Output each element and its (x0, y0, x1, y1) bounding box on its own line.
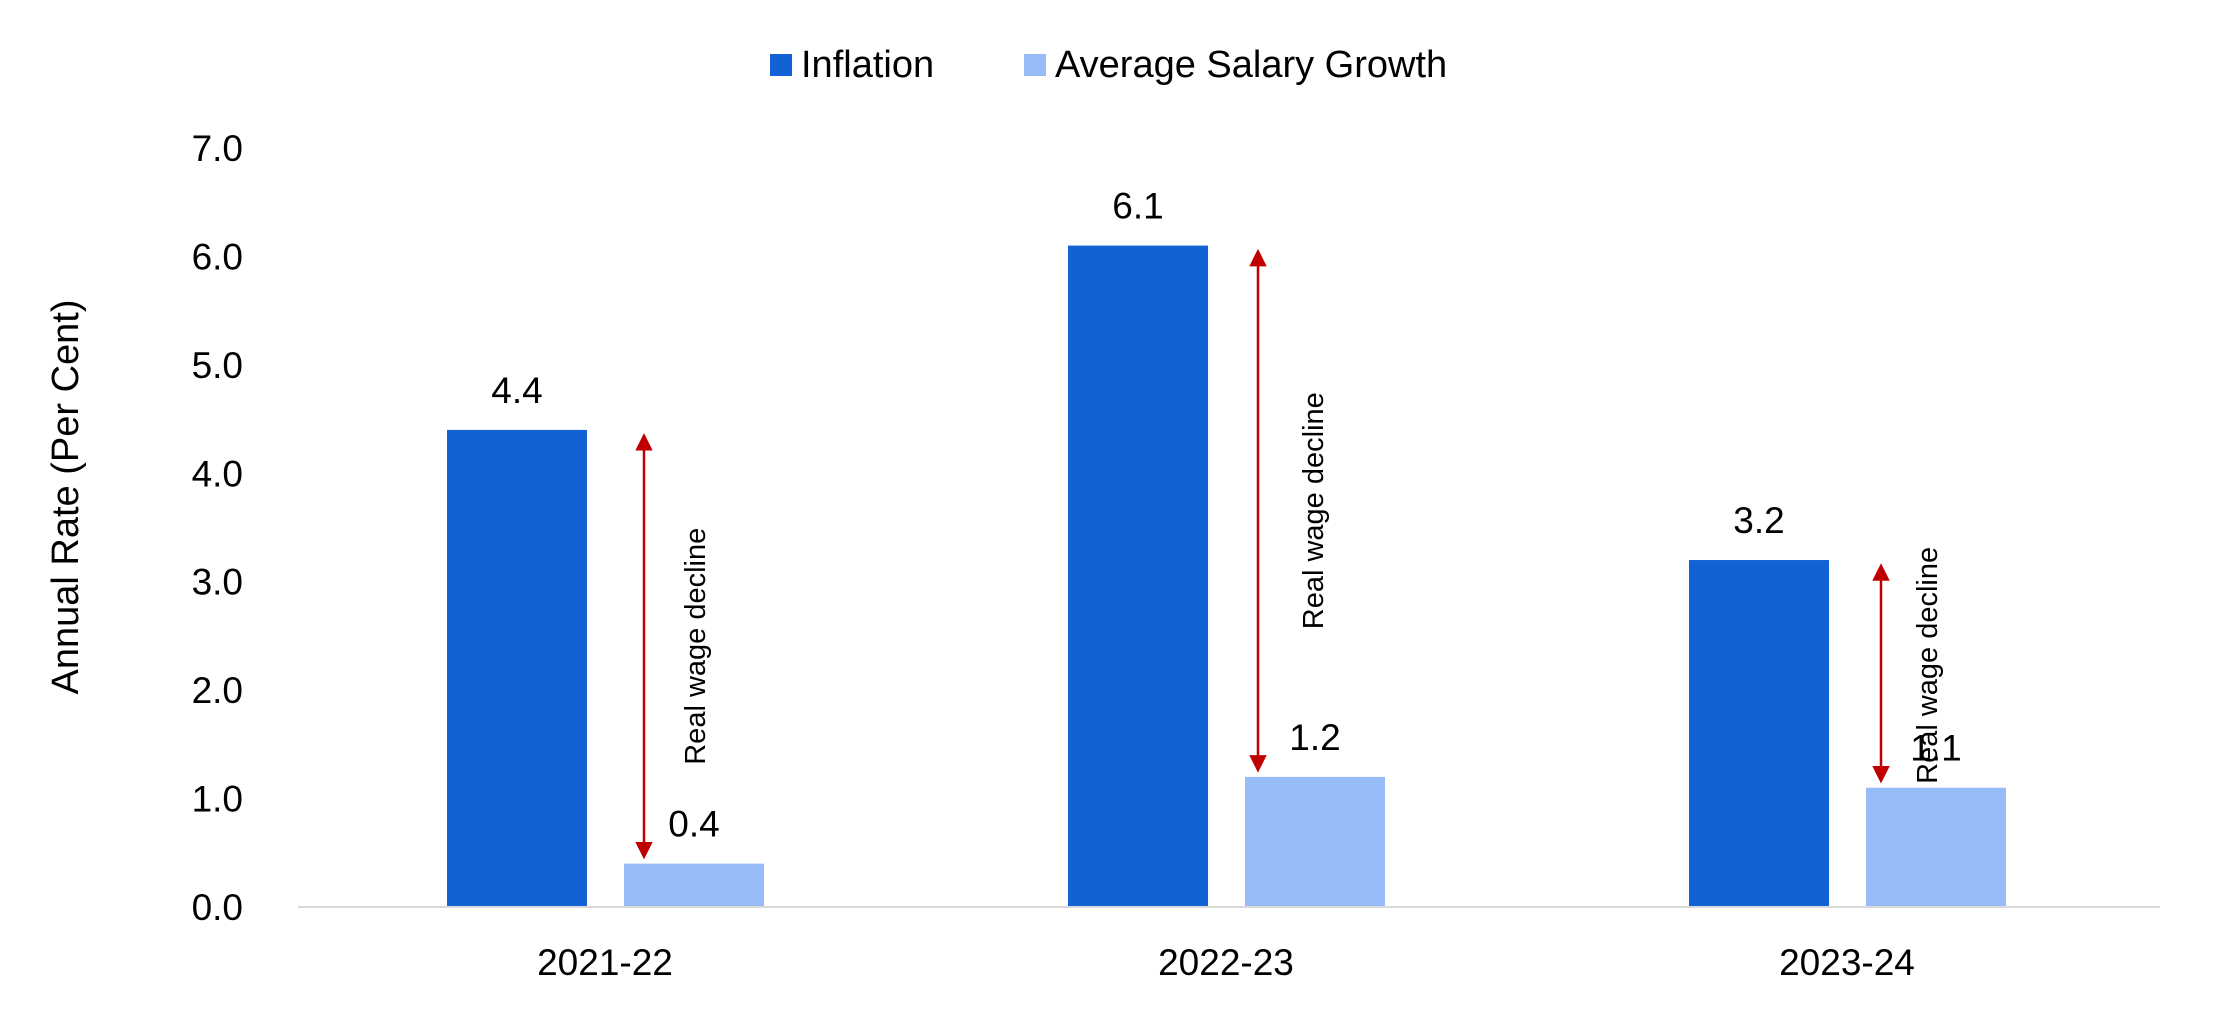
legend-swatch (1024, 54, 1046, 76)
data-label: 3.2 (1733, 500, 1784, 541)
data-label: 1.2 (1289, 717, 1340, 758)
annotations: Real wage decline Real wage decline Real w… (635, 248, 1944, 860)
y-tick-label: 2.0 (192, 670, 243, 711)
annotation-label: Real wage decline (1298, 392, 1330, 629)
bar-inflation (1068, 245, 1208, 908)
data-label: 1.1 (1910, 728, 1961, 769)
bar-inflation (447, 429, 587, 907)
y-tick-label: 3.0 (192, 562, 243, 603)
bar-inflation (1689, 560, 1829, 907)
x-tick-label: 2023-24 (1779, 942, 1915, 983)
bar-average-salary-growth (1245, 776, 1385, 907)
x-axis: 2021-22 2022-23 2023-24 (298, 906, 2160, 983)
data-label: 6.1 (1112, 186, 1163, 227)
y-tick-label: 5.0 (192, 345, 243, 386)
x-tick-label: 2021-22 (537, 942, 673, 983)
data-label: 0.4 (668, 804, 719, 845)
x-tick-label: 2022-23 (1158, 942, 1294, 983)
annotation-label: Real wage decline (1912, 547, 1944, 784)
y-axis-title: Annual Rate (Per Cent) (45, 300, 87, 695)
legend-label: Inflation (801, 44, 934, 86)
bar-average-salary-growth (624, 863, 764, 907)
y-tick-label: 0.0 (192, 887, 243, 928)
y-tick-label: 1.0 (192, 779, 243, 820)
y-tick-label: 4.0 (192, 453, 243, 494)
bar-average-salary-growth (1866, 787, 2006, 907)
legend-swatch (770, 54, 792, 76)
legend: Inflation Average Salary Growth (770, 44, 1447, 86)
annotation-label: Real wage decline (680, 528, 712, 765)
y-axis: 0.0 1.0 2.0 3.0 4.0 5.0 6.0 7.0 (192, 128, 243, 928)
y-tick-label: 7.0 (192, 128, 243, 169)
y-tick-label: 6.0 (192, 236, 243, 277)
data-label: 4.4 (491, 370, 542, 411)
legend-label: Average Salary Growth (1055, 44, 1447, 86)
value-labels: 4.4 6.1 3.2 0.4 1.2 1.1 (491, 186, 1961, 845)
bars (447, 245, 2006, 908)
